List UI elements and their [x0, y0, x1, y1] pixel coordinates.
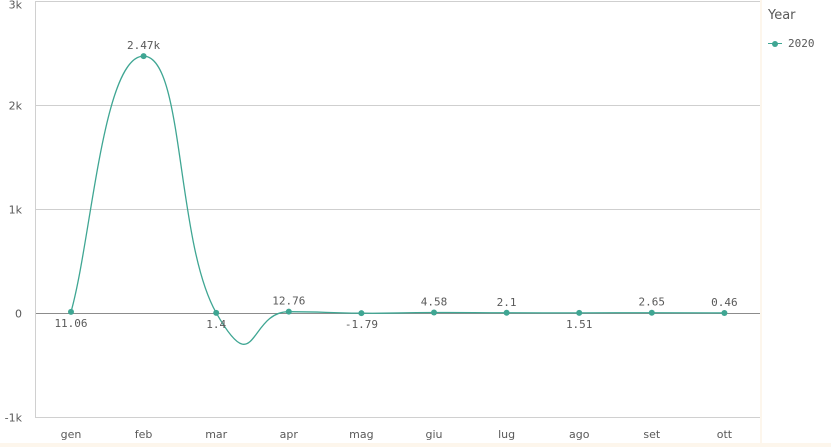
chart-area: -1k 0 1k 2k 3k gen feb mar apr mag giu lug ago set ott… [0, 0, 760, 443]
x-tick-label: mar [205, 428, 227, 441]
data-point[interactable] [576, 309, 583, 316]
data-label: 1.4 [206, 318, 226, 331]
y-tick-label: 3k [9, 0, 23, 12]
legend-item-label: 2020 [788, 37, 815, 50]
data-label: 11.06 [54, 317, 87, 330]
line-chart: -1k 0 1k 2k 3k gen feb mar apr mag giu lug ago set ott… [5, 0, 760, 441]
legend-line-marker-icon [768, 39, 782, 49]
x-tick-label: gen [61, 428, 82, 441]
data-point[interactable] [285, 308, 292, 315]
tick-labels: -1k 0 1k 2k 3k gen feb mar apr mag giu lug ago set ott [5, 0, 733, 441]
data-label: 12.76 [272, 295, 305, 308]
x-tick-label: ago [569, 428, 590, 441]
data-labels: 11.06 2.47k 1.4 12.76 -1.79 4.58 2.1 1.51 2.65 0.… [54, 39, 737, 331]
y-tick-label: 0 [15, 308, 22, 321]
data-point[interactable] [68, 308, 74, 315]
x-tick-label: mag [349, 428, 373, 441]
data-point[interactable] [503, 309, 510, 316]
x-tick-label: lug [498, 428, 515, 441]
data-label: 0.46 [711, 296, 738, 309]
legend: Year 2020 [762, 0, 831, 443]
data-point[interactable] [721, 309, 728, 316]
y-tick-label: 1k [9, 204, 23, 217]
legend-item-2020[interactable]: 2020 [768, 37, 815, 50]
y-tick-label: 2k [9, 100, 23, 113]
data-point[interactable] [213, 309, 220, 316]
data-label: 2.1 [497, 296, 517, 309]
x-tick-label: set [643, 428, 660, 441]
data-label: 2.65 [639, 296, 666, 309]
data-point[interactable] [140, 53, 147, 60]
data-label: 2.47k [127, 39, 160, 52]
data-point[interactable] [431, 309, 437, 316]
data-label: 1.51 [566, 318, 593, 331]
legend-title: Year [768, 8, 796, 23]
data-label: 4.58 [421, 296, 448, 309]
y-tick-label: -1k [5, 412, 23, 425]
series-line-2020 [70, 55, 725, 345]
x-tick-label: ott [717, 428, 733, 441]
x-tick-label: feb [135, 428, 153, 441]
data-label: -1.79 [345, 318, 378, 331]
x-tick-label: giu [425, 428, 442, 441]
data-point[interactable] [358, 310, 365, 317]
x-tick-label: apr [280, 428, 299, 441]
series-layer [68, 53, 728, 345]
data-point[interactable] [648, 309, 655, 316]
gridlines [35, 1, 760, 418]
